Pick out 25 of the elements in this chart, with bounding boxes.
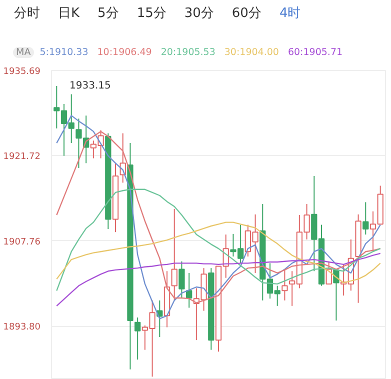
candlestick xyxy=(362,202,369,236)
text: 60:1905.71 xyxy=(288,47,343,58)
candlestick xyxy=(282,268,288,301)
line-series xyxy=(56,222,381,284)
text: 30:1904.00 xyxy=(224,47,279,58)
text: 分时 xyxy=(14,6,40,21)
legend-title: MA xyxy=(13,47,34,58)
text: 15分 xyxy=(136,6,166,21)
y-tick-label: 1893.80 xyxy=(3,322,41,333)
text: 60分 xyxy=(232,6,262,21)
annotation: 1933.15 xyxy=(70,80,111,92)
text: 30分 xyxy=(184,6,214,21)
candlestick xyxy=(171,208,178,301)
text: 10:1906.49 xyxy=(97,47,152,58)
text: 5分 xyxy=(98,6,119,21)
y-tick-label: 1935.69 xyxy=(3,67,41,77)
candlestick xyxy=(178,260,185,298)
text: 日K xyxy=(58,6,80,21)
y-tick-label: 1921.72 xyxy=(3,152,40,162)
candlestick xyxy=(134,317,141,360)
line-series xyxy=(56,130,381,304)
y-tick-label: 1907.76 xyxy=(3,237,41,248)
text: 20:1905.53 xyxy=(160,47,216,58)
text: 4时 xyxy=(279,6,301,21)
text: 5:1910.33 xyxy=(40,47,88,58)
